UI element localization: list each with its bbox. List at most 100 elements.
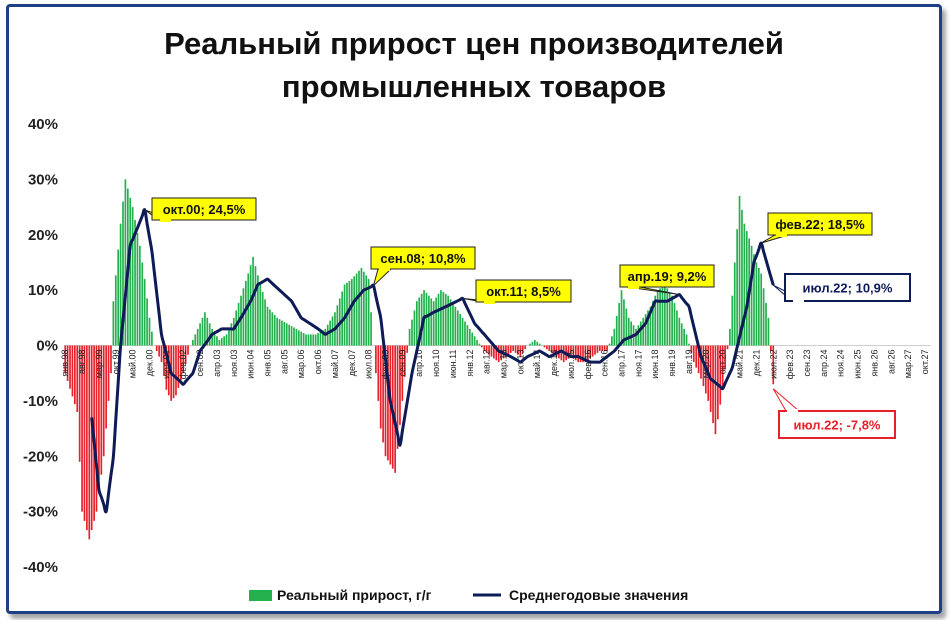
bar-mark xyxy=(396,345,399,449)
legend: Реальный прирост, г/г Среднегодовые знач… xyxy=(249,587,688,603)
bar-mark xyxy=(743,223,746,346)
x-tick-label: сен.09 xyxy=(397,350,407,377)
y-tick-label: -10% xyxy=(23,393,58,410)
bar-mark xyxy=(317,333,319,346)
callout-box xyxy=(475,279,572,303)
bar-mark xyxy=(497,345,500,363)
bar-mark xyxy=(252,256,254,346)
bar-mark xyxy=(322,330,324,346)
bar-mark xyxy=(134,219,136,346)
bar-mark xyxy=(355,273,358,346)
bar-mark xyxy=(428,295,430,346)
bar-mark xyxy=(454,306,457,346)
bar-mark xyxy=(668,291,671,346)
bar-mark xyxy=(415,301,418,346)
bar-mark xyxy=(362,271,365,346)
bar-mark xyxy=(143,279,146,346)
callout: июл.22; 10,9% xyxy=(772,273,911,303)
callout-box xyxy=(784,273,911,302)
bar-mark xyxy=(261,291,264,346)
x-tick-label: май.14 xyxy=(532,350,542,379)
bar-mark xyxy=(608,343,611,346)
bar-mark xyxy=(247,273,250,346)
bar-mark xyxy=(124,179,127,346)
bar-mark xyxy=(531,341,534,346)
bar-mark xyxy=(201,317,204,346)
bar-mark xyxy=(204,312,206,346)
callout: окт.11; 8,5% xyxy=(462,279,572,304)
bar-mark xyxy=(283,321,286,346)
bar-mark xyxy=(413,310,416,346)
bar-mark xyxy=(220,338,223,346)
bar-mark xyxy=(613,328,616,346)
bar-mark xyxy=(685,334,688,346)
bar-mark xyxy=(218,339,221,346)
bar-mark xyxy=(281,320,283,346)
bar-mark xyxy=(762,288,765,346)
bar-mark xyxy=(736,229,738,346)
bar-mark xyxy=(584,345,587,363)
bar-mark xyxy=(488,345,490,355)
legend-label-bars: Реальный прирост, г/г xyxy=(277,587,432,603)
bar-mark xyxy=(297,330,300,346)
bar-mark xyxy=(350,279,353,346)
x-tick-label: окт.99 xyxy=(111,350,121,375)
bar-mark xyxy=(733,262,736,346)
bar-mark xyxy=(659,288,661,346)
y-tick-label: 30% xyxy=(28,171,58,188)
bar-mark xyxy=(394,345,396,473)
x-tick-label: ноя.03 xyxy=(229,350,239,377)
bar-mark xyxy=(206,317,209,346)
bar-mark xyxy=(714,345,717,435)
bar-mark xyxy=(254,266,257,346)
bar-mark xyxy=(257,275,259,346)
x-tick-label: мар.13 xyxy=(499,350,509,379)
bar-mark xyxy=(572,345,575,359)
bar-mark xyxy=(129,197,132,346)
bar-mark xyxy=(589,345,592,359)
chart-title-line-1: Реальный прирост цен производителей xyxy=(164,26,784,61)
bar-mark xyxy=(403,345,406,377)
bar-mark xyxy=(64,345,67,374)
bar-mark xyxy=(240,295,242,346)
bar-mark xyxy=(599,345,601,352)
bar-mark xyxy=(300,331,303,346)
bar-mark xyxy=(529,343,531,346)
bar-mark xyxy=(512,345,514,352)
bar-mark xyxy=(661,286,664,346)
bar-mark xyxy=(673,303,676,346)
bar-mark xyxy=(244,280,247,346)
bar-mark xyxy=(719,345,722,405)
x-tick-label: фев.02 xyxy=(178,350,188,380)
bar-mark xyxy=(553,345,555,355)
bar-mark xyxy=(425,292,428,346)
x-tick-label: апр.10 xyxy=(414,350,424,377)
callout-label: сен.08; 10,8% xyxy=(380,251,466,266)
bar-mark xyxy=(179,345,182,381)
bar-mark xyxy=(560,345,563,361)
bar-mark xyxy=(760,273,763,346)
bar-mark xyxy=(639,321,642,346)
x-tick-label: дек.00 xyxy=(144,350,154,377)
bar-mark xyxy=(625,308,628,346)
bar-mark xyxy=(700,345,702,379)
bar-mark xyxy=(495,345,498,361)
bar-mark xyxy=(107,345,110,401)
bar-mark xyxy=(485,345,488,353)
bar-mark xyxy=(353,276,356,346)
bar-mark xyxy=(158,345,160,357)
bar-mark xyxy=(182,345,185,374)
bar-mark xyxy=(750,245,753,346)
callouts: окт.00; 24,5% сен.08; 10,8% окт.11; 8,5% ап… xyxy=(144,197,911,439)
bar-mark xyxy=(141,262,144,346)
bar-mark xyxy=(586,345,589,361)
bar-mark xyxy=(654,295,657,346)
bar-mark xyxy=(225,334,228,346)
bar-mark xyxy=(418,297,421,346)
bar-mark xyxy=(293,327,295,346)
bar-mark xyxy=(721,345,724,390)
x-tick-label: май.07 xyxy=(330,350,340,379)
bar-mark xyxy=(326,324,329,346)
chart-frame: Реальный прирост цен производителей пром… xyxy=(6,4,942,614)
x-tick-label: апр.17 xyxy=(617,350,627,377)
